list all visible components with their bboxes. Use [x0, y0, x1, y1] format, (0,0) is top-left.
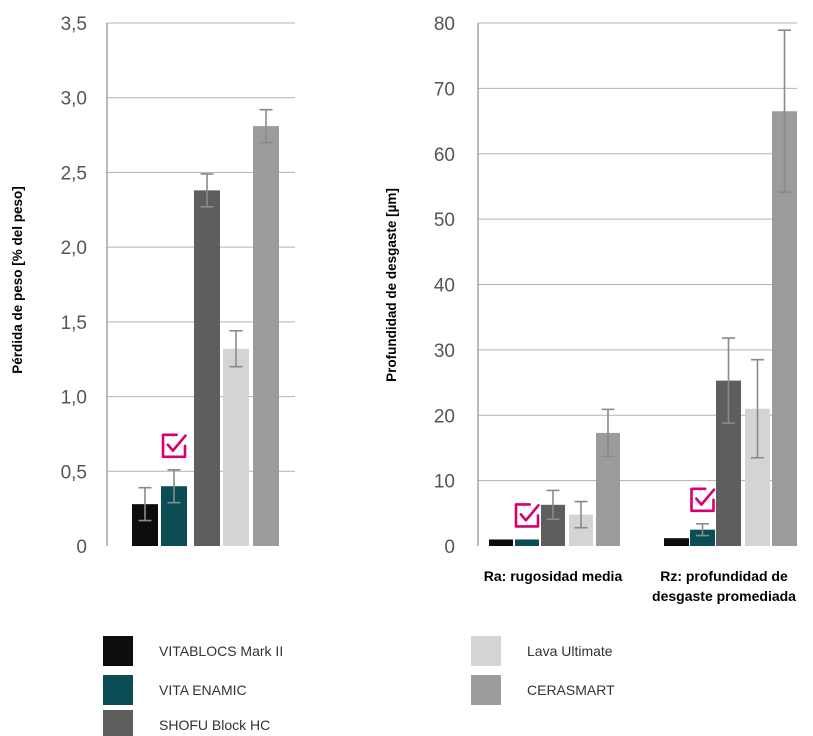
- legend-swatch-1: [103, 675, 133, 705]
- legend-label-1: VITA ENAMIC: [159, 682, 247, 698]
- check-icon-mark-1-0: [519, 504, 540, 522]
- y-axis-title-1: Profundidad de desgaste [µm]: [384, 188, 399, 382]
- y-tick-label-1-2: 20: [434, 406, 455, 427]
- error-bar-1-1-4: [778, 29, 791, 194]
- bar-0-0-2: [194, 190, 220, 547]
- legend-label-4: CERASMART: [527, 682, 615, 698]
- y-tick-label-0-6: 3,0: [61, 89, 87, 110]
- bar-1-1-0: [664, 538, 689, 546]
- error-bar-1-0-2: [546, 489, 560, 520]
- bar-1-0-1: [515, 539, 539, 546]
- y-tick-label-0-7: 3,5: [61, 14, 87, 35]
- error-bar-0-0-0: [138, 486, 152, 522]
- y-tick-label-1-8: 80: [434, 14, 455, 35]
- error-bar-0-0-1: [167, 468, 181, 504]
- bar-0-0-4: [253, 126, 279, 546]
- legend-swatch-0: [103, 636, 133, 666]
- check-icon-1-0: [514, 503, 540, 528]
- y-tick-label-1-1: 10: [434, 472, 455, 493]
- legend-swatch-4: [471, 675, 501, 705]
- legend-swatch-2: [103, 710, 133, 736]
- y-tick-label-1-7: 70: [434, 79, 455, 100]
- y-tick-label-1-5: 50: [434, 210, 455, 231]
- bars-layer: [132, 29, 797, 547]
- check-icon-mark-1-1: [695, 488, 716, 506]
- error-bar-1-1-2: [722, 337, 735, 424]
- y-tick-label-0-3: 1,5: [61, 313, 87, 334]
- category-label-line-1-1-1: desgaste promediada: [652, 588, 796, 604]
- grid-layer: [106, 22, 797, 546]
- y-tick-label-0-1: 0,5: [61, 462, 87, 483]
- bar-1-0-0: [489, 539, 513, 546]
- y-tick-label-1-3: 30: [434, 341, 455, 362]
- y-tick-label-1-6: 60: [434, 145, 455, 166]
- category-label-line-1-0-0: Ra: rugosidad media: [484, 568, 623, 584]
- y-tick-label-1-4: 40: [434, 276, 455, 297]
- category-label-1-0: Ra: rugosidad media: [484, 568, 623, 584]
- category-label-line-1-1-0: Rz: profundidad de: [660, 568, 788, 584]
- check-icon-1-1: [690, 487, 715, 513]
- error-bar-0-0-3: [229, 330, 243, 368]
- bar-0-0-3: [223, 348, 249, 546]
- legend-swatch-3: [471, 636, 501, 666]
- bar-1-1-1: [690, 529, 715, 546]
- error-bar-1-1-1: [696, 522, 709, 537]
- y-axis-title-0: Pérdida de peso [% del peso]: [10, 186, 25, 374]
- y-tick-label-0-5: 2,5: [61, 163, 87, 184]
- check-icon-mark-0-0: [166, 434, 187, 452]
- y-tick-label-0-2: 1,0: [61, 388, 87, 409]
- error-bar-1-0-3: [574, 500, 588, 529]
- error-bar-0-0-2: [200, 173, 214, 208]
- category-label-1-1: Rz: profundidad de desgaste promediada: [652, 568, 796, 604]
- legend-label-2: SHOFU Block HC: [159, 717, 270, 733]
- legend-label-0: VITABLOCS Mark II: [159, 643, 283, 659]
- y-tick-label-0-0: 0: [76, 537, 87, 558]
- y-tick-label-0-4: 2,0: [61, 238, 87, 259]
- error-bar-0-0-4: [259, 108, 273, 144]
- y-tick-label-1-0: 0: [444, 537, 455, 558]
- error-bar-1-1-3: [751, 358, 764, 459]
- legend: VITABLOCS Mark II VITA ENAMIC SHOFU Block …: [103, 636, 615, 736]
- legend-label-3: Lava Ultimate: [527, 643, 613, 659]
- error-bar-1-0-4: [601, 408, 615, 458]
- text-layer: 0 0,5 1,0 1,5 2,0 2,5 3,0 3,5 Pérdida de peso [%…: [10, 14, 796, 604]
- check-icon-0-0: [161, 433, 187, 459]
